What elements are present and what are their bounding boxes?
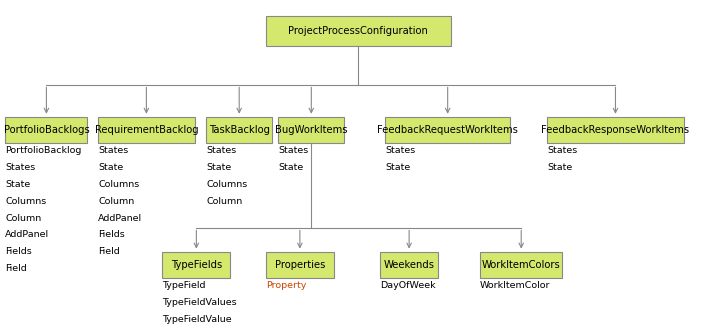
Text: Column: Column xyxy=(6,214,41,223)
Text: TypeFieldValue: TypeFieldValue xyxy=(163,315,232,324)
Text: States: States xyxy=(6,163,36,172)
Text: WorkItemColor: WorkItemColor xyxy=(480,281,550,290)
Text: TypeFieldValues: TypeFieldValues xyxy=(163,298,237,307)
FancyBboxPatch shape xyxy=(386,117,510,143)
Text: ProjectProcessConfiguration: ProjectProcessConfiguration xyxy=(288,26,428,36)
Text: TaskBacklog: TaskBacklog xyxy=(208,125,270,135)
Text: Weekends: Weekends xyxy=(383,260,435,270)
Text: States: States xyxy=(278,146,308,155)
Text: WorkItemColors: WorkItemColors xyxy=(482,260,560,270)
FancyBboxPatch shape xyxy=(266,16,451,46)
Text: Column: Column xyxy=(206,197,243,206)
FancyBboxPatch shape xyxy=(547,117,684,143)
Text: Columns: Columns xyxy=(6,197,46,206)
Text: Field: Field xyxy=(98,247,120,256)
Text: PortfolioBacklog: PortfolioBacklog xyxy=(6,146,81,155)
Text: AddPanel: AddPanel xyxy=(98,214,142,223)
FancyBboxPatch shape xyxy=(278,117,344,143)
FancyBboxPatch shape xyxy=(6,117,88,143)
Text: States: States xyxy=(98,146,129,155)
Text: Property: Property xyxy=(266,281,306,290)
FancyBboxPatch shape xyxy=(98,117,194,143)
Text: DayOfWeek: DayOfWeek xyxy=(380,281,436,290)
FancyBboxPatch shape xyxy=(163,252,230,278)
Text: State: State xyxy=(206,163,231,172)
Text: State: State xyxy=(98,163,124,172)
Text: Field: Field xyxy=(6,264,27,273)
Text: State: State xyxy=(6,180,31,189)
Text: State: State xyxy=(278,163,303,172)
Text: Columns: Columns xyxy=(206,180,248,189)
FancyBboxPatch shape xyxy=(380,252,438,278)
Text: FeedbackRequestWorkItems: FeedbackRequestWorkItems xyxy=(377,125,518,135)
Text: FeedbackResponseWorkItems: FeedbackResponseWorkItems xyxy=(541,125,690,135)
Text: Fields: Fields xyxy=(98,230,125,240)
Text: States: States xyxy=(206,146,236,155)
Text: Fields: Fields xyxy=(6,247,32,256)
Text: TypeFields: TypeFields xyxy=(171,260,222,270)
FancyBboxPatch shape xyxy=(266,252,334,278)
Text: State: State xyxy=(547,163,572,172)
FancyBboxPatch shape xyxy=(480,252,563,278)
Text: Column: Column xyxy=(98,197,134,206)
Text: States: States xyxy=(386,146,416,155)
Text: Columns: Columns xyxy=(98,180,139,189)
Text: RequirementBacklog: RequirementBacklog xyxy=(94,125,198,135)
Text: BugWorkItems: BugWorkItems xyxy=(275,125,348,135)
Text: AddPanel: AddPanel xyxy=(6,230,49,240)
Text: States: States xyxy=(547,146,577,155)
Text: Properties: Properties xyxy=(275,260,325,270)
FancyBboxPatch shape xyxy=(206,117,272,143)
Text: TypeField: TypeField xyxy=(163,281,206,290)
Text: State: State xyxy=(386,163,411,172)
Text: PortfolioBacklogs: PortfolioBacklogs xyxy=(4,125,89,135)
